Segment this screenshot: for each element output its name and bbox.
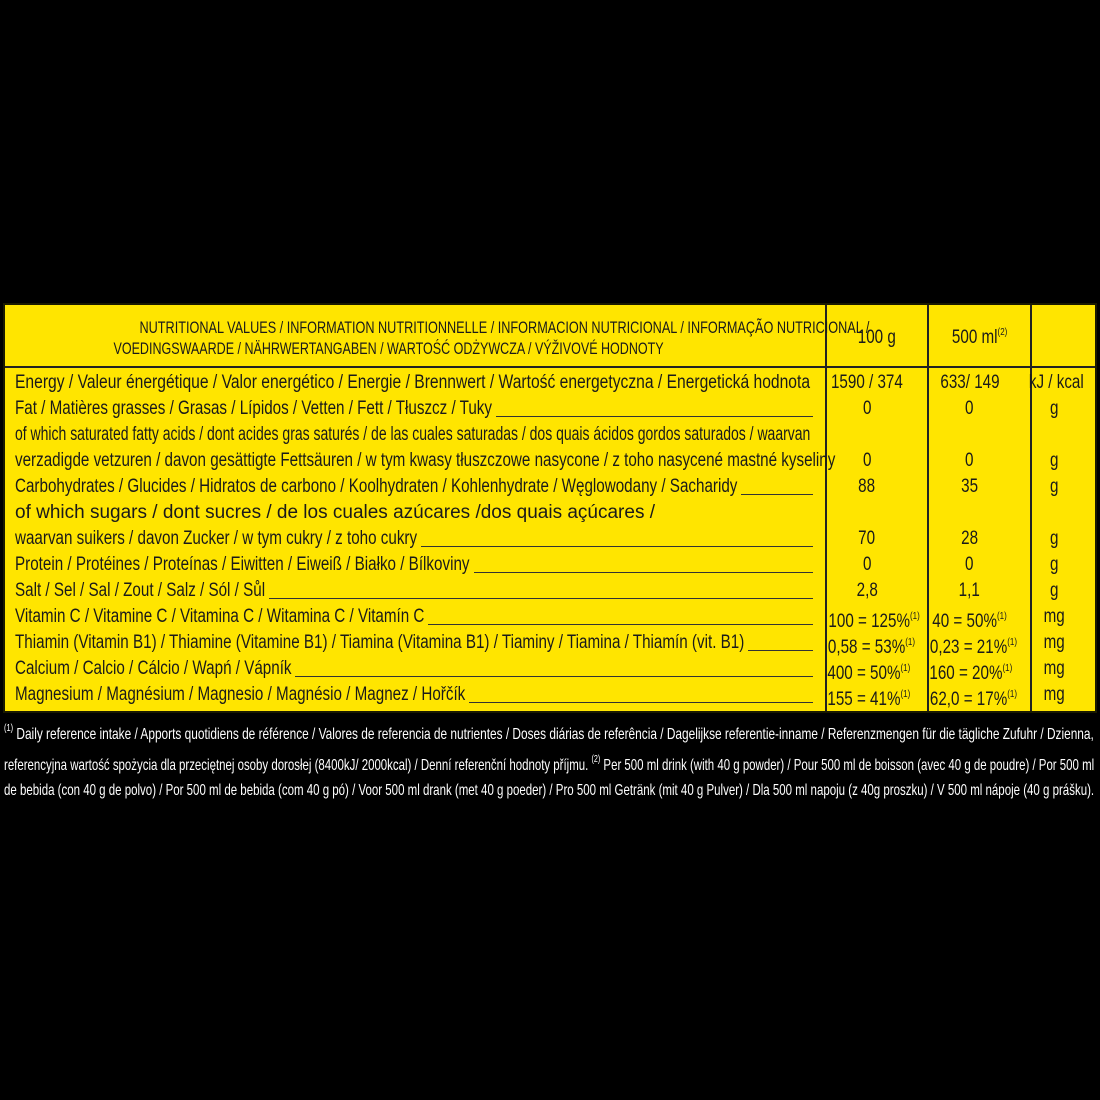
value-500ml: 160 = 20%(1) — [929, 663, 1013, 684]
value-500ml: 1,1 — [958, 580, 981, 601]
leader-line — [473, 558, 813, 573]
nutrient-label: verzadigde vetzuren / davon gesättigte F… — [15, 450, 836, 471]
value-500ml: 0 — [965, 554, 974, 575]
table-title: NUTRITIONAL VALUES / INFORMATION NUTRITI… — [15, 317, 994, 359]
value-500ml: 28 — [961, 528, 978, 549]
value-100g: 0 — [862, 450, 872, 471]
value-100g: 70 — [858, 528, 876, 549]
unit: g — [1050, 398, 1059, 419]
value-100g: 1590 / 374 — [831, 372, 903, 393]
leader-line — [748, 636, 813, 651]
leader-line — [269, 584, 813, 599]
column-divider — [825, 305, 827, 711]
unit: g — [1050, 476, 1059, 497]
nutrient-label: Fat / Matières grasses / Grasas / Lípido… — [15, 396, 813, 422]
unit: mg — [1043, 632, 1066, 653]
nutrient-label: Energy / Valeur énergétique / Valor ener… — [15, 372, 811, 393]
value-500ml: 0,23 = 21%(1) — [929, 637, 1018, 658]
unit: mg — [1043, 658, 1066, 679]
value-100g: 2,8 — [856, 580, 878, 601]
nutrient-label: Salt / Sel / Sal / Zout / Salz / Sól / S… — [15, 578, 813, 604]
nutrient-label: waarvan suikers / davon Zucker / w tym c… — [15, 526, 813, 552]
column-header-500ml: 500 ml(2) — [951, 327, 1008, 348]
value-100g: 400 = 50%(1) — [827, 663, 911, 684]
unit: g — [1050, 580, 1059, 601]
nutrient-label: of which sugars / dont sucres / de los c… — [15, 502, 655, 523]
nutrition-table: NUTRITIONAL VALUES / INFORMATION NUTRITI… — [3, 303, 1097, 713]
nutrient-label: Magnesium / Magnésium / Magnesio / Magné… — [15, 682, 813, 708]
nutrient-label: Carbohydrates / Glucides / Hidratos de c… — [15, 474, 813, 500]
unit: kJ / kcal — [1028, 372, 1084, 393]
nutrient-label: of which saturated fatty acids / dont ac… — [15, 424, 811, 445]
footnote-line-2: referencyjna wartość spożycia dla przeci… — [4, 754, 1095, 774]
leader-line — [469, 688, 813, 703]
value-500ml: 40 = 50%(1) — [932, 611, 1007, 632]
header-divider — [5, 366, 1095, 368]
nutrient-label: Thiamin (Vitamin B1) / Thiamine (Vitamin… — [15, 630, 813, 656]
value-100g: 0 — [862, 398, 872, 419]
unit: g — [1050, 554, 1059, 575]
leader-line — [421, 532, 813, 547]
nutrient-label: Calcium / Calcio / Cálcio / Wapń / Vápní… — [15, 656, 813, 682]
column-divider — [927, 305, 929, 711]
leader-line — [496, 402, 813, 417]
leader-line — [741, 480, 813, 495]
value-500ml: 62,0 = 17%(1) — [929, 689, 1018, 710]
nutrient-label: Protein / Protéines / Proteínas / Eiwitt… — [15, 552, 813, 578]
value-100g: 100 = 125%(1) — [828, 611, 920, 632]
unit: mg — [1043, 684, 1066, 705]
column-divider — [1030, 305, 1032, 711]
nutrient-label: Vitamin C / Vitamine C / Vitamina C / Wi… — [15, 604, 813, 630]
value-500ml: 0 — [965, 450, 974, 471]
value-500ml: 35 — [961, 476, 978, 497]
unit: g — [1050, 528, 1059, 549]
title-line-1: NUTRITIONAL VALUES / INFORMATION NUTRITI… — [139, 318, 870, 337]
value-100g: 0 — [862, 554, 872, 575]
value-100g: 0,58 = 53%(1) — [827, 637, 916, 658]
footnote-line-3: de bebida (con 40 g de polvo) / Por 500 … — [4, 782, 1095, 799]
leader-line — [295, 662, 813, 677]
value-500ml: 0 — [965, 398, 974, 419]
column-header-100g: 100 g — [857, 327, 897, 348]
unit: g — [1050, 450, 1059, 471]
leader-line — [428, 610, 813, 625]
value-100g: 88 — [858, 476, 876, 497]
footnote-line-1: (1) Daily reference intake / Apports quo… — [4, 723, 1094, 743]
unit: mg — [1043, 606, 1066, 627]
footnote: (1) Daily reference intake / Apports quo… — [4, 716, 1096, 803]
value-500ml: 633/ 149 — [939, 372, 1000, 393]
value-100g: 155 = 41%(1) — [827, 689, 911, 710]
title-line-2: VOEDINGSWAARDE / NÄHRWERTANGABEN / WARTO… — [113, 339, 664, 358]
